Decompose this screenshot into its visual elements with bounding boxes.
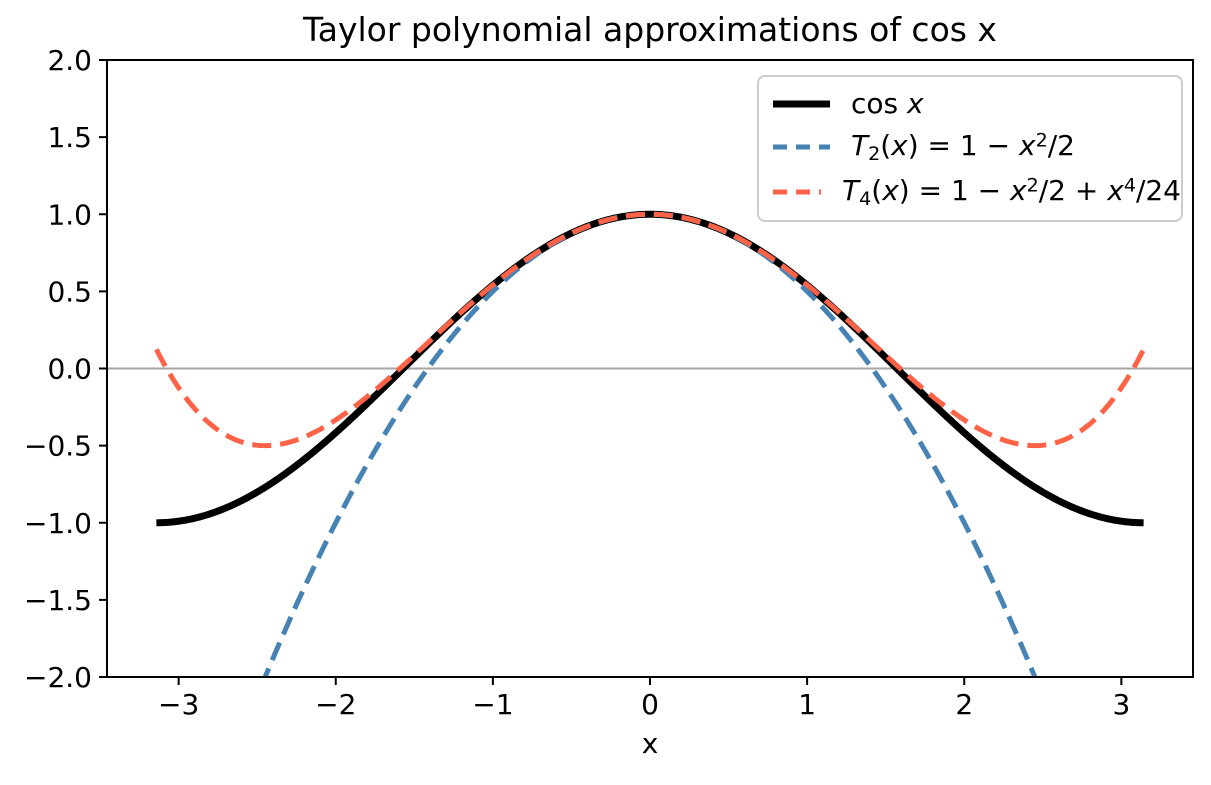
y-tick-label: 0.0 (47, 353, 92, 386)
y-tick-label: −1.0 (24, 507, 92, 540)
x-tick-label: 0 (641, 688, 659, 721)
series-T4-line (154, 211, 1146, 449)
legend-item-cos: cos x (773, 87, 1181, 120)
y-tick-label: 1.5 (47, 121, 92, 154)
x-tick-label: −2 (315, 688, 356, 721)
series-T2-line (262, 211, 1038, 677)
x-tick-label: −1 (472, 688, 513, 721)
legend-label-T2: T2(x) = 1 − x2/2 (851, 129, 1075, 165)
legend-line-swatch (773, 100, 830, 108)
legend-item-T4: T4(x) = 1 − x2/2 + x4/24 (773, 174, 1181, 210)
y-tick-label: 0.5 (47, 275, 92, 308)
x-axis-label: x (641, 727, 659, 760)
series-cos-line (156, 210, 1144, 527)
legend-item-T2: T2(x) = 1 − x2/2 (773, 129, 1181, 165)
y-tick-label: −2.0 (24, 661, 92, 694)
y-tick-label: −1.5 (24, 584, 92, 617)
x-tick-label: 3 (1112, 688, 1130, 721)
legend-line-swatch (773, 189, 822, 195)
y-tick-label: 2.0 (47, 44, 92, 77)
legend-label-cos: cos x (851, 87, 924, 121)
x-tick-label: −3 (158, 688, 199, 721)
legend-line-swatch (773, 144, 830, 150)
y-tick-label: 1.0 (47, 198, 92, 231)
x-tick-label: 1 (798, 688, 816, 721)
chart-title: Taylor polynomial approximations of cos … (303, 10, 997, 49)
legend: cos x T2(x) = 1 − x2/2 T4(x) = 1 − x2/2 + … (757, 75, 1183, 222)
legend-label-T4: T4(x) = 1 − x2/2 + x4/24 (842, 173, 1181, 210)
y-tick-label: −0.5 (24, 430, 92, 463)
x-tick-label: 2 (955, 688, 973, 721)
